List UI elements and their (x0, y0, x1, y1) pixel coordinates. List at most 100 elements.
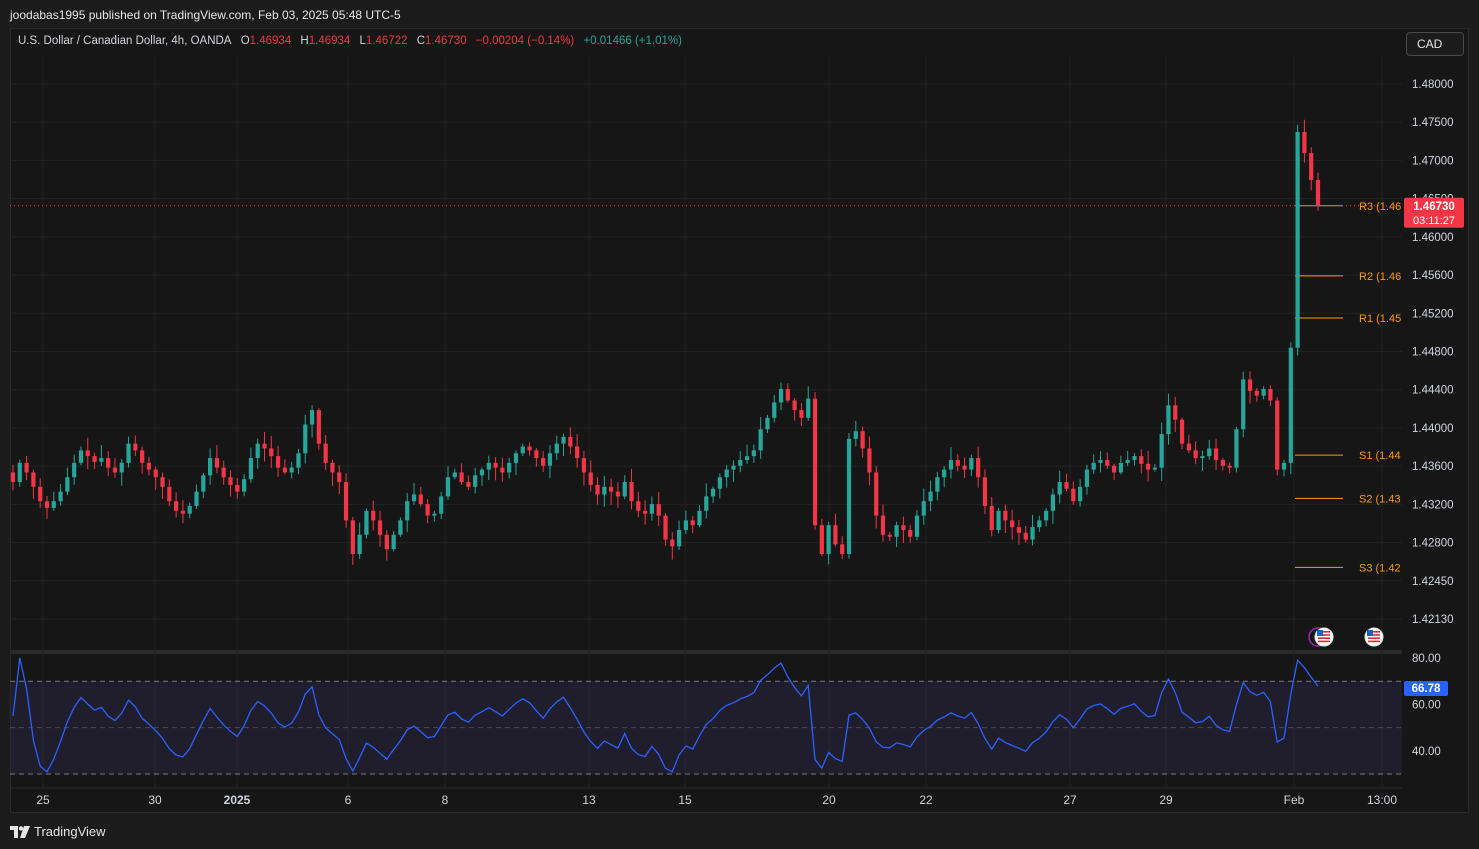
candle-body (425, 504, 430, 516)
candle (133, 435, 138, 457)
pivot-label: S2 (1.43 (1359, 493, 1401, 505)
economic-event-icons[interactable] (1308, 627, 1384, 647)
candle (262, 431, 267, 462)
candle-body (112, 467, 118, 473)
legend-high-value: 1.46934 (308, 35, 351, 47)
candle (1132, 453, 1137, 466)
candle (452, 468, 457, 480)
candle-body (942, 469, 947, 478)
candle (1254, 387, 1259, 402)
candle-body (1023, 532, 1028, 540)
candle-body (1193, 450, 1198, 459)
candle-body (663, 515, 668, 540)
candle (833, 513, 838, 547)
axis-badges: 1.46730 03:11:27 66.78 (1404, 197, 1464, 696)
candle (1010, 509, 1015, 540)
us-flag-event-icon[interactable] (1308, 627, 1334, 647)
candle-body (1037, 520, 1042, 528)
candle-body (459, 472, 464, 483)
candle (411, 482, 417, 505)
candle (269, 435, 274, 468)
candle-body (935, 477, 940, 492)
candle-body (160, 477, 165, 487)
tradingview-logo[interactable]: TradingView (10, 824, 106, 839)
candle (731, 460, 736, 482)
candle (99, 445, 104, 466)
candle (323, 435, 328, 470)
time-tick-label: 29 (1159, 793, 1173, 807)
candle (289, 462, 294, 479)
time-tick-label: 30 (148, 793, 162, 807)
candle (1179, 417, 1185, 450)
candle-body (976, 458, 981, 478)
legend-change: −0.00204 (−0.14%) (475, 35, 575, 47)
candle-body (350, 520, 355, 554)
candle (683, 510, 688, 534)
candle (799, 402, 804, 427)
pivot-label: S3 (1.42 (1359, 562, 1401, 574)
candle (174, 492, 179, 518)
candle-body (785, 388, 790, 401)
candle (255, 438, 260, 469)
candle (85, 437, 90, 470)
candle-body (581, 458, 587, 473)
candle (153, 466, 158, 490)
candle (493, 457, 498, 481)
candle (643, 500, 648, 525)
candle (479, 467, 485, 486)
candle (812, 392, 818, 530)
candle (982, 469, 988, 514)
candle-body (1003, 510, 1008, 521)
candle-body (962, 465, 967, 470)
candle-body (1030, 527, 1035, 540)
candle-body (44, 501, 50, 508)
candle (772, 394, 777, 423)
candle-body (343, 482, 349, 521)
candle (309, 405, 315, 438)
candle-body (201, 475, 206, 492)
candle-body (17, 462, 22, 483)
tradingview-icon (10, 825, 30, 838)
rsi-value: 66.78 (1412, 683, 1441, 695)
candle-body (1111, 465, 1117, 473)
candle-body (1145, 463, 1151, 470)
candle-body (989, 506, 994, 530)
candle-body (377, 520, 383, 535)
candle (568, 427, 573, 455)
candle-body (1078, 486, 1083, 502)
candle-body (914, 515, 920, 537)
currency-button[interactable]: CAD (1406, 32, 1464, 56)
candle-body (1315, 179, 1321, 206)
candle (500, 457, 505, 482)
candle-body (248, 458, 253, 480)
candle (10, 464, 16, 491)
candle-body (649, 504, 655, 514)
candle (1173, 396, 1178, 433)
candle-body (541, 458, 546, 466)
candle (1268, 385, 1273, 407)
candle (1057, 470, 1062, 504)
candle-body (1268, 388, 1273, 401)
legend-close-label: C (416, 35, 426, 47)
candle (901, 516, 906, 544)
candle (588, 460, 593, 492)
candle (1118, 455, 1123, 475)
candle (1030, 514, 1035, 546)
flag-stripe (1318, 640, 1330, 643)
candle (1241, 371, 1246, 438)
time-tick-label: 27 (1063, 793, 1077, 807)
candle (330, 459, 335, 486)
candle-body (1261, 388, 1266, 396)
candle (1125, 450, 1130, 466)
candle (976, 446, 981, 488)
candle-body (364, 510, 369, 535)
candle-body (894, 525, 899, 537)
candle-body (670, 539, 675, 547)
candle (581, 450, 587, 486)
us-flag-event-icon-2[interactable] (1364, 627, 1384, 647)
price-tick-label: 1.45600 (1412, 270, 1454, 282)
candle (676, 520, 682, 550)
candle (513, 450, 519, 475)
legend-change-2: +0.01466 (+1.01%) (583, 35, 682, 47)
